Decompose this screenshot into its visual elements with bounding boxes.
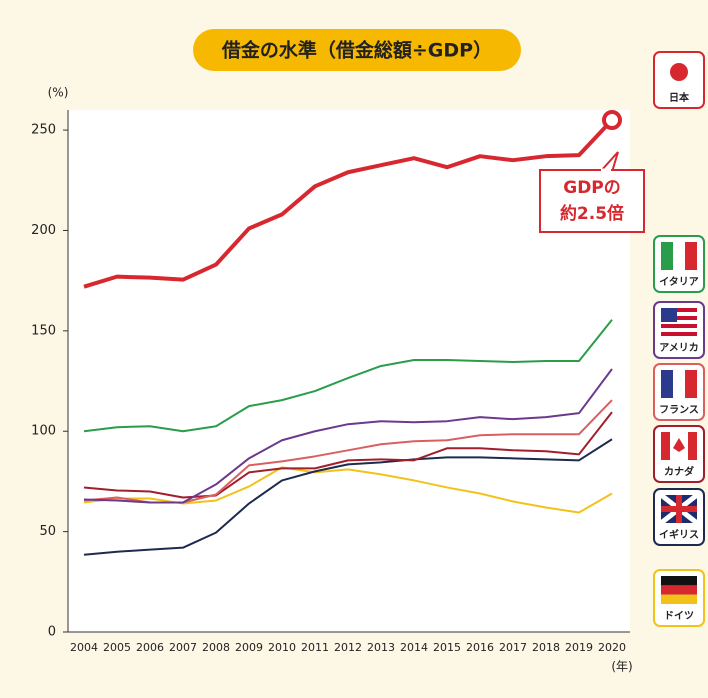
end-marker <box>602 110 622 131</box>
y-tick-label: 0 <box>48 625 56 640</box>
x-tick-label: 2019 <box>565 641 593 654</box>
flag <box>661 324 697 328</box>
annotation-box <box>539 169 645 233</box>
flag <box>661 308 677 322</box>
y-tick-label: 150 <box>31 323 56 338</box>
chart-title: 借金の水準（借金総額÷GDP） <box>221 39 492 62</box>
x-tick-label: 2013 <box>367 641 395 654</box>
x-tick-label: 2018 <box>532 641 560 654</box>
flag <box>670 63 688 81</box>
flag <box>661 594 697 604</box>
flag <box>685 242 697 270</box>
x-tick-label: 2016 <box>466 641 494 654</box>
flag <box>661 320 697 324</box>
flag <box>661 332 697 336</box>
x-tick-label: 2017 <box>499 641 527 654</box>
flag <box>661 585 697 595</box>
legend-item: アメリカ <box>653 301 705 359</box>
x-tick-label: 2012 <box>334 641 362 654</box>
legend-item: イタリア <box>653 235 705 293</box>
y-tick-label: 100 <box>31 424 56 439</box>
flag <box>673 438 685 452</box>
series-line <box>83 319 613 433</box>
x-tick-label: 2006 <box>136 641 164 654</box>
flag <box>661 316 697 320</box>
x-tick-label: 2008 <box>202 641 230 654</box>
series-line <box>83 438 613 556</box>
title-pill <box>193 29 521 71</box>
flag <box>661 242 673 270</box>
legend-item: 日本 <box>653 51 705 109</box>
legend-label: 日本 <box>669 91 690 104</box>
x-tick-label: 2009 <box>235 641 263 654</box>
series-line <box>83 118 614 289</box>
legend-label: フランス <box>659 404 699 416</box>
x-tick-label: 2005 <box>103 641 131 654</box>
flag <box>661 312 697 316</box>
flag <box>685 370 697 398</box>
legend-label: ドイツ <box>664 610 694 622</box>
x-tick-label: 2004 <box>70 641 98 654</box>
legend-label: イタリア <box>659 276 699 288</box>
flag <box>661 432 670 460</box>
flag <box>661 370 673 398</box>
flag <box>673 370 685 398</box>
x-tick-label: 2015 <box>433 641 461 654</box>
annotation-pointer <box>599 151 619 173</box>
x-axis-label: (年) <box>611 660 632 674</box>
flag <box>661 576 697 586</box>
series-line <box>83 411 613 499</box>
y-tick-label: 50 <box>39 524 56 539</box>
y-axis-label: (%) <box>48 86 69 100</box>
legend-label: アメリカ <box>659 342 699 354</box>
y-tick-label: 250 <box>31 123 56 138</box>
x-tick-label: 2011 <box>301 641 329 654</box>
flag <box>661 308 697 312</box>
legend-label: イギリス <box>659 528 699 541</box>
x-tick-label: 2010 <box>268 641 296 654</box>
x-tick-label: 2007 <box>169 641 197 654</box>
x-tick-label: 2020 <box>598 641 626 654</box>
legend-item: フランス <box>653 363 705 421</box>
annotation-text: 約2.5倍 <box>560 203 624 224</box>
annotation-text: GDPの <box>563 178 621 198</box>
x-tick-label: 2014 <box>400 641 428 654</box>
y-tick-label: 200 <box>31 223 56 238</box>
series-line <box>83 368 613 504</box>
plot-area <box>68 110 630 632</box>
legend-item: イギリス <box>653 488 705 546</box>
legend-label: カナダ <box>664 465 694 478</box>
flag <box>661 328 697 332</box>
flag <box>661 495 697 523</box>
flag <box>673 242 685 270</box>
legend-item: カナダ <box>653 425 705 483</box>
flag <box>688 432 697 460</box>
legend-item: ドイツ <box>653 569 705 627</box>
